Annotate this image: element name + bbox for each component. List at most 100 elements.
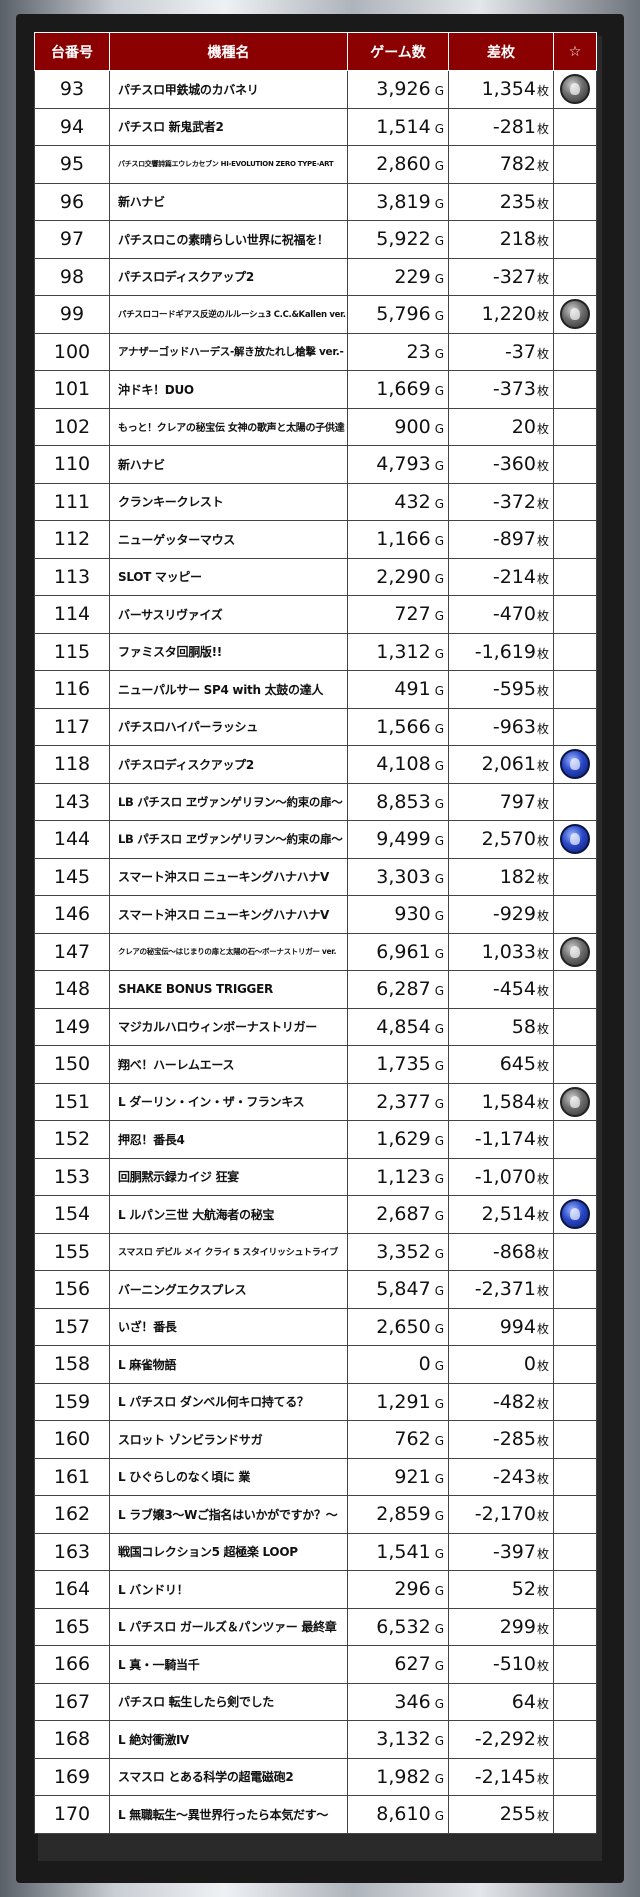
- medal-difference: -243: [492, 1465, 536, 1488]
- star-cell: [553, 820, 597, 859]
- game-count: 6,532: [376, 1615, 431, 1638]
- machine-number: 110: [34, 445, 110, 484]
- star-cell: [553, 857, 597, 896]
- star-cell: [553, 595, 597, 634]
- medal-unit: 枚: [536, 1621, 549, 1636]
- game-unit: G: [434, 459, 444, 474]
- table-row: 116 ニューパルサー SP4 with 太鼓の達人 491 G -595枚: [34, 670, 597, 709]
- machine-number: 166: [34, 1645, 110, 1684]
- medal-unit: 枚: [536, 909, 549, 924]
- game-unit: G: [434, 909, 444, 924]
- game-count: 1,123: [376, 1165, 431, 1188]
- game-count: 4,793: [376, 453, 431, 476]
- game-count: 296: [394, 1578, 431, 1601]
- game-unit: G: [434, 1321, 444, 1336]
- medal-difference-cell: 797枚: [448, 782, 554, 821]
- game-unit: G: [434, 309, 444, 324]
- game-count-cell: 1,735 G: [347, 1045, 449, 1084]
- game-unit: G: [434, 1209, 444, 1224]
- game-count-cell: 3,352 G: [347, 1232, 449, 1271]
- machine-name: いざ！番長: [109, 1307, 348, 1346]
- table-row: 93 パチスロ甲鉄城のカバネリ 3,926 G 1,354枚: [34, 70, 597, 109]
- machine-name: パチスロこの素晴らしい世界に祝福を！: [109, 220, 348, 259]
- machine-name: ファミスタ回胴版!!: [109, 632, 348, 671]
- star-cell: [553, 632, 597, 671]
- game-count: 2,290: [376, 565, 431, 588]
- game-count-cell: 3,819 G: [347, 182, 449, 221]
- game-unit: G: [434, 271, 444, 286]
- table-row: 95 パチスロ交響詩篇エウレカセブン HI-EVOLUTION ZERO TYPE…: [34, 145, 597, 184]
- medal-difference: -214: [492, 565, 536, 588]
- game-count-cell: 900 G: [347, 407, 449, 446]
- game-count: 1,669: [376, 378, 431, 401]
- medal-unit: 枚: [536, 84, 549, 99]
- star-cell: [553, 1007, 597, 1046]
- table-row: 115 ファミスタ回胴版!! 1,312 G -1,619枚: [34, 632, 597, 671]
- table-row: 168 L 絶対衝激Ⅳ 3,132 G -2,292枚: [34, 1720, 597, 1759]
- star-cell: [553, 520, 597, 559]
- game-count: 1,514: [376, 115, 431, 138]
- medal-unit: 枚: [536, 1134, 549, 1149]
- game-unit: G: [434, 1471, 444, 1486]
- game-count-cell: 23 G: [347, 332, 449, 371]
- table-row: 153 回胴黙示録カイジ 狂宴 1,123 G -1,070枚: [34, 1157, 597, 1196]
- slot-results-table: 台番号 機種名 ゲーム数 差枚 ☆ 93 パチスロ甲鉄城のカバネリ 3,926 G 1,…: [34, 32, 597, 1834]
- medal-unit: 枚: [536, 684, 549, 699]
- star-cell: [553, 145, 597, 184]
- medal-difference-cell: -454枚: [448, 970, 554, 1009]
- medal-unit: 枚: [536, 984, 549, 999]
- machine-name: L バンドリ！: [109, 1570, 348, 1609]
- game-count-cell: 5,847 G: [347, 1270, 449, 1309]
- medal-difference-cell: 58枚: [448, 1007, 554, 1046]
- medal-difference-cell: 52枚: [448, 1570, 554, 1609]
- table-row: 166 L 真・一騎当千 627 G -510枚: [34, 1645, 597, 1684]
- table-row: 146 スマート沖スロ ニューキングハナハナV 930 G -929枚: [34, 895, 597, 934]
- game-count: 8,610: [376, 1803, 431, 1826]
- game-count: 5,796: [376, 303, 431, 326]
- game-unit: G: [434, 384, 444, 399]
- game-count: 2,859: [376, 1503, 431, 1526]
- medal-difference: 0: [523, 1353, 536, 1376]
- game-count: 1,629: [376, 1128, 431, 1151]
- machine-number: 168: [34, 1720, 110, 1759]
- machine-number: 149: [34, 1007, 110, 1046]
- star-cell: [553, 1082, 597, 1121]
- table-row: 161 L ひぐらしのなく頃に 業 921 G -243枚: [34, 1457, 597, 1496]
- machine-number: 161: [34, 1457, 110, 1496]
- game-count: 2,687: [376, 1203, 431, 1226]
- machine-number: 153: [34, 1157, 110, 1196]
- table-row: 110 新ハナビ 4,793 G -360枚: [34, 445, 597, 484]
- medal-difference-cell: 2,570枚: [448, 820, 554, 859]
- star-cell: [553, 1307, 597, 1346]
- medal-unit: 枚: [536, 1771, 549, 1786]
- table-row: 158 L 麻雀物語 0 G 0枚: [34, 1345, 597, 1384]
- star-cell: [553, 107, 597, 146]
- star-cell: [553, 1495, 597, 1534]
- medal-difference: -2,371: [474, 1278, 536, 1301]
- medal-unit: 枚: [536, 834, 549, 849]
- machine-number: 163: [34, 1532, 110, 1571]
- medal-difference: -37: [504, 340, 536, 363]
- medal-unit: 枚: [536, 534, 549, 549]
- table-row: 102 もっと！クレアの秘宝伝 女神の歌声と太陽の子供達 900 G 20枚: [34, 407, 597, 446]
- medal-unit: 枚: [536, 309, 549, 324]
- game-count: 23: [406, 340, 431, 363]
- medal-difference-cell: -2,145枚: [448, 1757, 554, 1796]
- medal-difference: -1,070: [474, 1165, 536, 1188]
- machine-name: L パチスロ ダンベル何キロ持てる？: [109, 1382, 348, 1421]
- table-row: 152 押忍！番長4 1,629 G -1,174枚: [34, 1120, 597, 1159]
- table-row: 157 いざ！番長 2,650 G 994枚: [34, 1307, 597, 1346]
- medal-difference: -482: [492, 1390, 536, 1413]
- machine-name: バーサスリヴァイズ: [109, 595, 348, 634]
- medal-unit: 枚: [536, 871, 549, 886]
- machine-number: 116: [34, 670, 110, 709]
- medal-difference-cell: -360枚: [448, 445, 554, 484]
- medal-difference-cell: -1,070枚: [448, 1157, 554, 1196]
- medal-difference: -327: [492, 265, 536, 288]
- game-count: 5,922: [376, 228, 431, 251]
- medal-unit: 枚: [536, 646, 549, 661]
- game-count: 3,352: [376, 1240, 431, 1263]
- machine-name: L ダーリン・イン・ザ・フランキス: [109, 1082, 348, 1121]
- game-unit: G: [434, 759, 444, 774]
- machine-name: L ラブ嬢3～Wご指名はいかがですか？～: [109, 1495, 348, 1534]
